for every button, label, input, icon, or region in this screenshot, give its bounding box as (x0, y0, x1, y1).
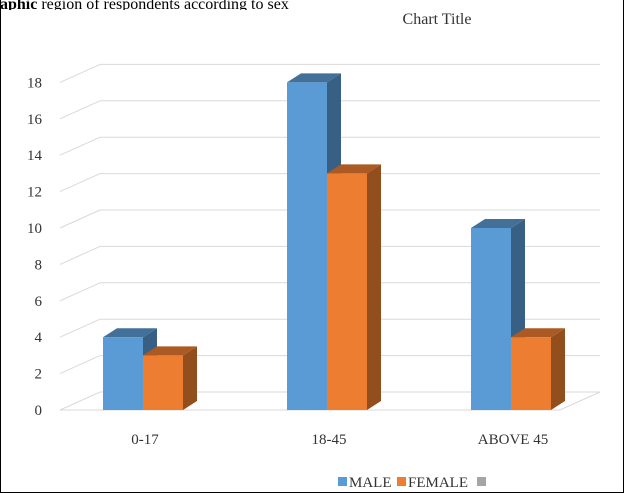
y-tick-label: 14 (27, 148, 43, 164)
bar-female-1 (327, 164, 381, 410)
gridline-side (59, 282, 101, 302)
y-tick-label: 10 (27, 221, 42, 237)
bar-front (287, 82, 327, 411)
gridline-side (59, 245, 101, 265)
legend-label: MALE (349, 475, 392, 491)
gridline-side (59, 355, 101, 375)
y-axis: 0 2 4 6 8 10 12 14 16 18 (27, 75, 43, 419)
legend-swatch (397, 477, 406, 486)
chart-title: Chart Title (403, 11, 472, 28)
bar-front (143, 355, 183, 410)
bar-side (551, 328, 565, 410)
bar-front (103, 337, 143, 410)
legend-label: FEMALE (408, 475, 468, 491)
legend: MALE FEMALE (338, 475, 486, 491)
y-tick-label: 8 (35, 257, 43, 273)
x-tick-label: 0-17 (131, 432, 159, 448)
x-tick-label: 18-45 (312, 432, 347, 448)
x-axis: 0-17 18-45 ABOVE 45 (131, 432, 548, 448)
bar-female-2 (511, 328, 565, 410)
bar-top (143, 346, 197, 356)
bar-top (327, 164, 381, 174)
y-tick-label: 6 (35, 294, 43, 310)
y-tick-label: 2 (35, 367, 43, 383)
figure-caption-fragment: aphic region of respondents according to… (0, 0, 620, 10)
caption-bold-part: aphic (0, 0, 38, 10)
gridline-side (59, 209, 101, 229)
gridline-side (59, 100, 101, 120)
bar-top (103, 328, 157, 338)
gridline-side (59, 63, 101, 83)
bar-front (471, 228, 511, 410)
y-tick-label: 0 (35, 403, 43, 419)
x-tick-label: ABOVE 45 (478, 432, 548, 448)
bar-female-0 (143, 346, 197, 410)
gridline-side (59, 318, 101, 338)
bar-front (511, 337, 551, 410)
y-tick-label: 16 (27, 112, 43, 128)
legend-swatch (338, 477, 347, 486)
bar-side (367, 164, 381, 410)
y-tick-label: 4 (35, 330, 43, 346)
bar-side (183, 346, 197, 410)
bar-top (287, 73, 341, 83)
y-tick-label: 12 (27, 185, 42, 201)
bar-top (471, 219, 525, 228)
bar-top (511, 328, 565, 338)
y-tick-label: 18 (27, 75, 42, 91)
gridline-side (59, 173, 101, 193)
gridline-side (59, 136, 101, 156)
legend-swatch (477, 477, 486, 486)
caption-rest: region of respondents according to sex (37, 0, 289, 10)
bar-front (327, 173, 367, 410)
bars (103, 73, 565, 411)
